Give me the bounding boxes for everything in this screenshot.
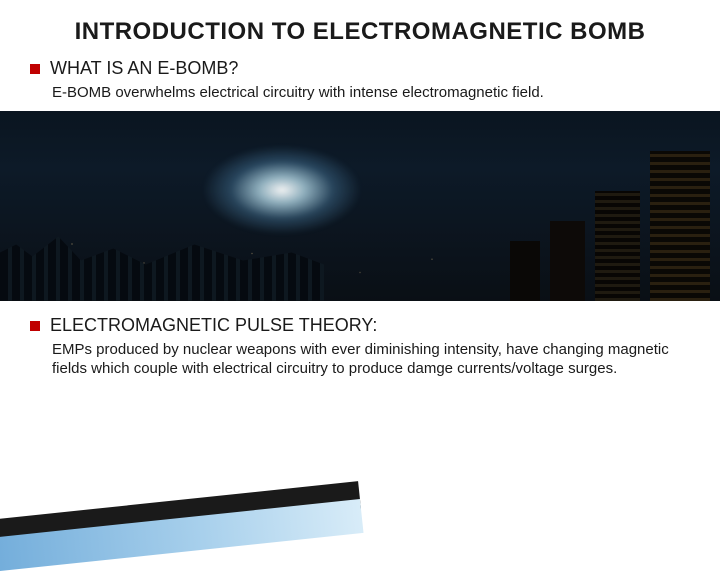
hero-image <box>0 111 720 301</box>
section2-body: EMPs produced by nuclear weapons with ev… <box>52 340 690 379</box>
section1-heading: WHAT IS AN E-BOMB? <box>50 58 238 79</box>
bullet-icon <box>30 321 40 331</box>
slide-container: INTRODUCTION TO ELECTROMAGNETIC BOMB WHA… <box>0 0 720 540</box>
corner-accent <box>0 439 364 580</box>
slide-title: INTRODUCTION TO ELECTROMAGNETIC BOMB <box>30 18 690 46</box>
skyline-right <box>432 131 720 301</box>
building <box>550 221 585 301</box>
emp-flash-glow <box>202 145 362 235</box>
section2-heading-row: ELECTROMAGNETIC PULSE THEORY: <box>30 315 690 336</box>
section1-body: E-BOMB overwhelms electrical circuitry w… <box>52 83 690 103</box>
section2-heading: ELECTROMAGNETIC PULSE THEORY: <box>50 315 377 336</box>
section2: ELECTROMAGNETIC PULSE THEORY: EMPs produ… <box>30 315 690 379</box>
building <box>650 151 710 301</box>
building <box>595 191 640 301</box>
building <box>510 241 540 301</box>
section1-heading-row: WHAT IS AN E-BOMB? <box>30 58 690 79</box>
bullet-icon <box>30 64 40 74</box>
